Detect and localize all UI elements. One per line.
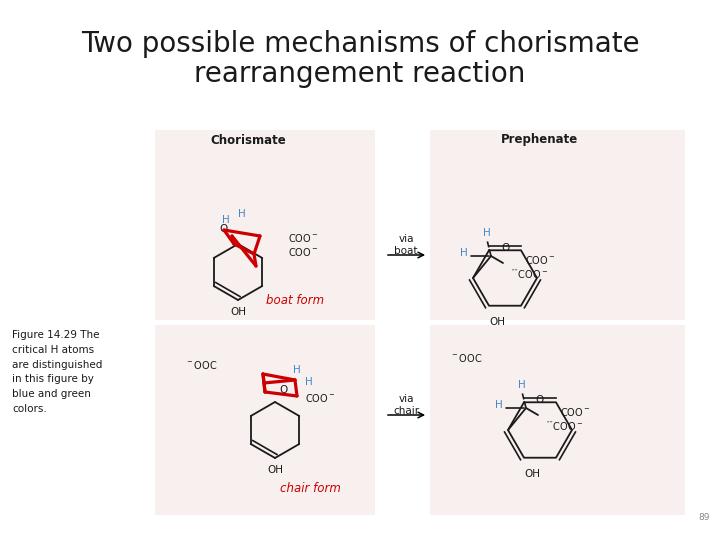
- Text: OH: OH: [524, 469, 540, 479]
- Text: OH: OH: [267, 465, 283, 475]
- Text: $\mathregular{COO^-}$: $\mathregular{COO^-}$: [560, 406, 590, 418]
- Text: Prephenate: Prephenate: [501, 133, 579, 146]
- FancyBboxPatch shape: [155, 325, 375, 515]
- Text: O: O: [501, 243, 509, 253]
- FancyBboxPatch shape: [430, 325, 685, 515]
- Text: via
chair: via chair: [393, 394, 419, 416]
- Text: Chorismate: Chorismate: [210, 133, 286, 146]
- Text: $\mathregular{^-OOC}$: $\mathregular{^-OOC}$: [450, 352, 482, 364]
- Text: 89: 89: [698, 514, 710, 523]
- Text: chair form: chair form: [279, 482, 341, 495]
- Text: $\mathregular{''''COO^-}$: $\mathregular{''''COO^-}$: [546, 419, 583, 433]
- Text: H: H: [293, 365, 301, 375]
- Text: H: H: [238, 209, 246, 219]
- Text: $\mathregular{COO^-}$: $\mathregular{COO^-}$: [305, 392, 336, 404]
- Text: O: O: [220, 224, 228, 234]
- Text: OH: OH: [230, 307, 246, 317]
- FancyBboxPatch shape: [155, 130, 375, 320]
- Text: $\mathregular{^-OOC}$: $\mathregular{^-OOC}$: [185, 359, 217, 371]
- Text: H: H: [305, 377, 313, 387]
- Text: H: H: [460, 248, 468, 258]
- Text: $\mathregular{COO^-}$: $\mathregular{COO^-}$: [525, 254, 556, 266]
- Text: Figure 14.29 The
critical H atoms
are distinguished
in this figure by
blue and g: Figure 14.29 The critical H atoms are di…: [12, 330, 102, 414]
- Text: H: H: [495, 400, 503, 410]
- Text: boat form: boat form: [266, 294, 324, 307]
- Text: O: O: [279, 385, 287, 395]
- FancyBboxPatch shape: [430, 130, 685, 320]
- Text: Two possible mechanisms of chorismate: Two possible mechanisms of chorismate: [81, 30, 639, 58]
- Text: rearrangement reaction: rearrangement reaction: [194, 60, 526, 88]
- Text: via
boat: via boat: [395, 234, 418, 256]
- Text: $\mathregular{COO^-}$: $\mathregular{COO^-}$: [288, 232, 318, 244]
- Text: H: H: [518, 380, 526, 390]
- Text: H: H: [222, 215, 230, 225]
- Text: H: H: [483, 228, 491, 238]
- Text: OH: OH: [489, 317, 505, 327]
- Text: $\mathregular{''''COO^-}$: $\mathregular{''''COO^-}$: [511, 267, 548, 281]
- Text: O: O: [536, 395, 544, 405]
- Text: $\mathregular{COO^-}$: $\mathregular{COO^-}$: [288, 246, 318, 258]
